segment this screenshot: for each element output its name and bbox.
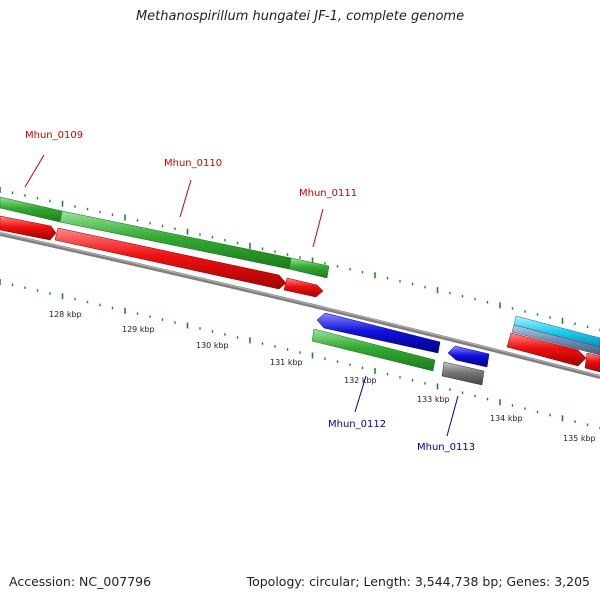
scale-label-135: 135 kbp xyxy=(563,434,596,443)
topology-label: Topology: xyxy=(246,574,306,589)
cds-arrow-mhun-0111[interactable] xyxy=(283,277,324,298)
gene-label-mhun-0109[interactable]: Mhun_0109 xyxy=(25,130,83,141)
genes-value: 3,205 xyxy=(554,574,590,589)
length-value: 3,544,738 bp xyxy=(414,574,499,589)
cds-arrow-mhun-0112[interactable] xyxy=(316,312,441,354)
genome-summary: Topology: circular; Length: 3,544,738 bp… xyxy=(247,574,590,589)
map-title: Methanospirillum hungatei JF-1, complete… xyxy=(135,9,465,24)
leader-line-mhun-0112 xyxy=(354,375,367,413)
gene-block-mhun-0112[interactable] xyxy=(311,328,436,372)
cds-arrow-right-edge[interactable] xyxy=(584,352,600,373)
cds-arrow-mhun-0113[interactable] xyxy=(447,345,490,368)
gene-label-mhun-0111[interactable]: Mhun_0111 xyxy=(299,188,357,199)
leader-line-mhun-0111 xyxy=(312,208,324,248)
genome-backbone xyxy=(0,232,600,379)
scale-label-134: 134 kbp xyxy=(490,414,523,423)
genes-label: Genes: xyxy=(506,574,551,589)
accession-info: Accession: NC_007796 xyxy=(9,574,151,589)
length-label: Length: xyxy=(363,574,411,589)
accession-label: Accession: xyxy=(9,574,76,589)
inner-tick-marks xyxy=(0,279,600,430)
scale-label-129: 129 kbp xyxy=(122,325,155,334)
scale-label-131: 131 kbp xyxy=(270,358,303,367)
separator: ; xyxy=(355,574,364,589)
outer-tick-marks xyxy=(0,187,600,332)
scale-label-132: 132 kbp xyxy=(344,376,377,385)
accession-value: NC_007796 xyxy=(79,574,152,589)
gene-label-mhun-0112[interactable]: Mhun_0112 xyxy=(328,419,386,430)
leader-line-mhun-0110 xyxy=(179,179,192,218)
cds-arrow-right[interactable] xyxy=(506,332,587,367)
gene-label-mhun-0110[interactable]: Mhun_0110 xyxy=(164,158,222,169)
scale-label-130: 130 kbp xyxy=(196,341,229,350)
leader-line-mhun-0109 xyxy=(24,154,45,188)
rna-feature-right-lower[interactable] xyxy=(511,324,600,356)
gene-label-mhun-0113[interactable]: Mhun_0113 xyxy=(417,442,475,453)
leader-line-mhun-0113 xyxy=(446,395,459,437)
separator: ; xyxy=(498,574,507,589)
genome-backbone-highlight xyxy=(0,232,600,377)
rna-feature-right[interactable] xyxy=(513,315,600,348)
gene-block-mhun-0113[interactable] xyxy=(441,361,485,386)
gene-block-mhun-0111[interactable] xyxy=(288,257,330,279)
cds-arrow-mhun-0110[interactable] xyxy=(54,227,287,290)
topology-value: circular xyxy=(309,574,356,589)
scale-label-128: 128 kbp xyxy=(49,310,82,319)
cds-arrow-mhun-0109[interactable] xyxy=(0,215,57,241)
scale-label-133: 133 kbp xyxy=(417,395,450,404)
